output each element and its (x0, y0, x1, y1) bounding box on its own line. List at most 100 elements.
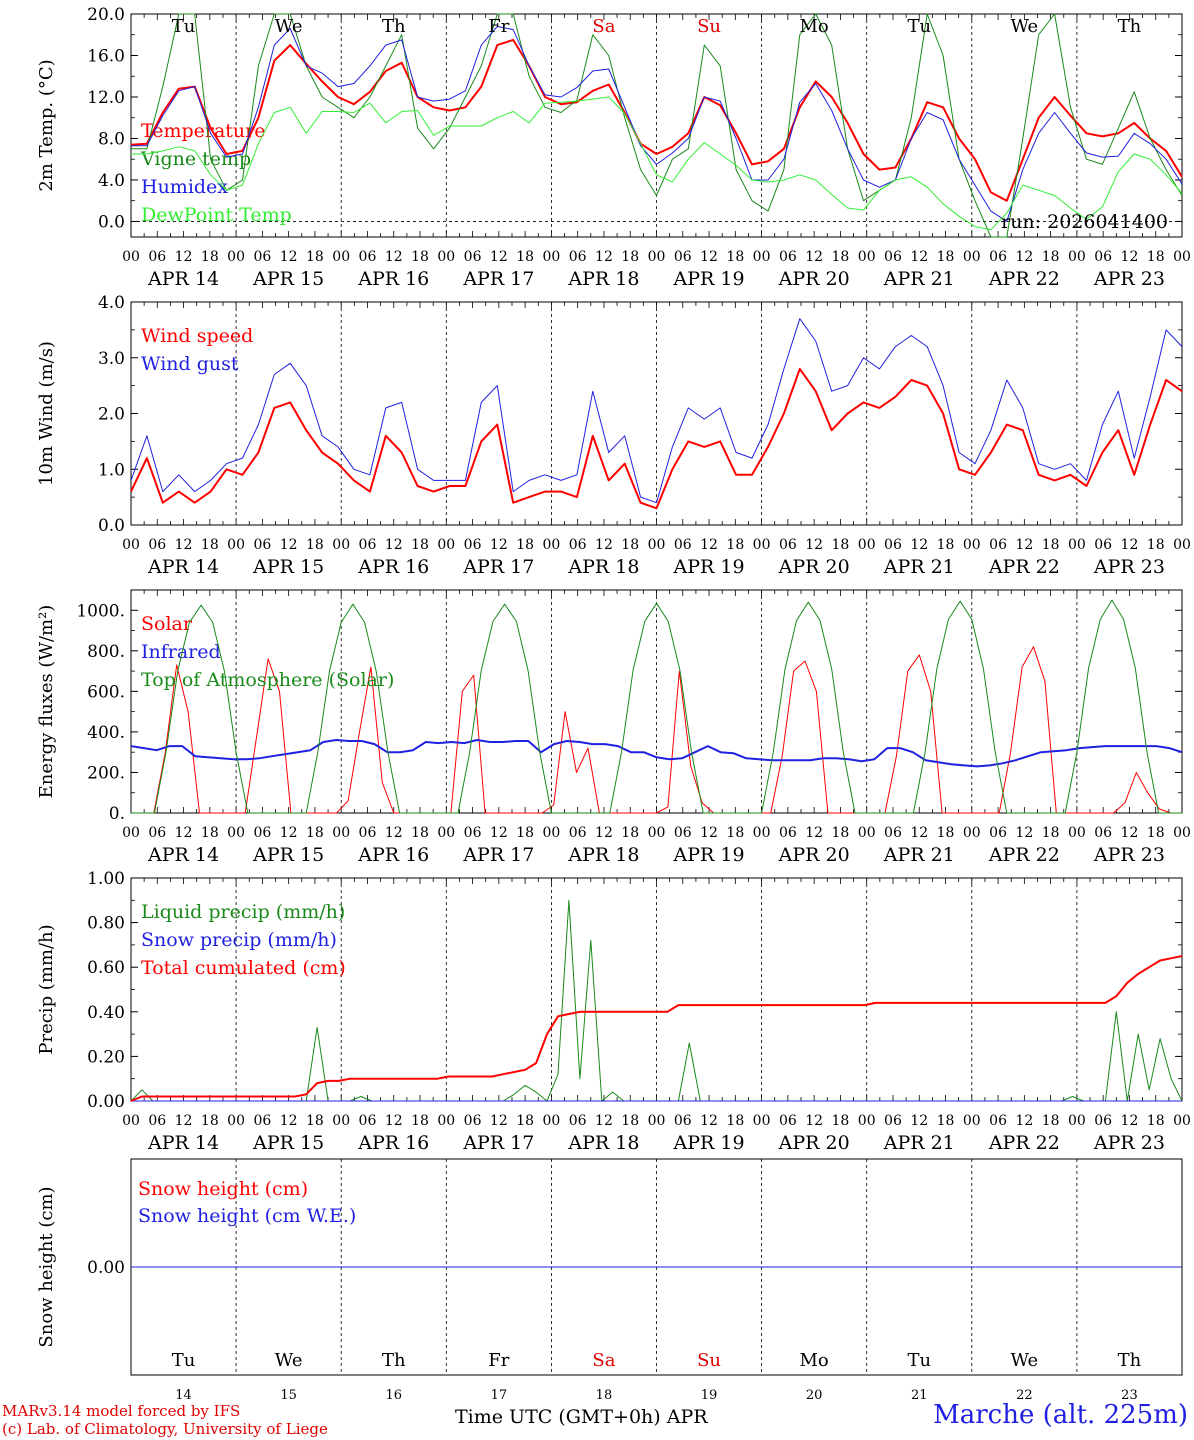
hour-label: 18 (726, 249, 744, 265)
series-line-energy-1 (130, 739, 1183, 768)
weekday-label-bottom: Mo (800, 1350, 829, 1371)
day-label: APR 17 (462, 268, 534, 290)
hour-label: 18 (516, 537, 534, 553)
day-label: APR 21 (883, 844, 955, 866)
hour-label: 06 (1094, 825, 1112, 841)
hour-label: 00 (542, 1113, 560, 1129)
weekday-label-bottom: Fr (488, 1350, 509, 1371)
hour-label: 18 (1147, 537, 1165, 553)
hour-label: 12 (1015, 1113, 1033, 1129)
hour-label: 12 (280, 537, 298, 553)
hour-label: 00 (437, 537, 455, 553)
hour-label: 00 (1173, 1113, 1191, 1129)
hour-label: 12 (385, 249, 403, 265)
hour-label: 06 (359, 825, 377, 841)
hour-label: 12 (280, 1113, 298, 1129)
hour-label: 00 (1173, 825, 1191, 841)
y-tick-label: 0.00 (87, 1258, 125, 1278)
hour-label: 12 (595, 825, 613, 841)
hour-label: 06 (569, 825, 587, 841)
legend-wind-1: Wind gust (141, 353, 239, 375)
hour-label: 00 (648, 249, 666, 265)
panel-energy: 0. 200. 400. 600. 800. 1000. Energy fluxes (W/… (36, 589, 1191, 866)
day-label: APR 19 (673, 1132, 745, 1154)
hour-label: 06 (464, 825, 482, 841)
series-line-precip-2 (130, 955, 1183, 1102)
weekday-label-bottom: Th (382, 1350, 406, 1371)
hour-label: 12 (805, 1113, 823, 1129)
weekday-label-top: We (275, 16, 303, 37)
y-tick-label: 0.20 (87, 1047, 125, 1067)
hour-label: 18 (621, 825, 639, 841)
day-label: APR 22 (988, 556, 1060, 578)
hour-label: 00 (753, 537, 771, 553)
hour-label: 06 (148, 537, 166, 553)
legend-precip-1: Snow precip (mm/h) (141, 929, 337, 951)
hour-label: 00 (437, 249, 455, 265)
legend-energy-1: Infrared (141, 641, 221, 663)
hour-label: 06 (989, 537, 1007, 553)
day-number-label: 18 (596, 1388, 613, 1403)
hour-label: 12 (1015, 537, 1033, 553)
day-label: APR 14 (147, 844, 219, 866)
hour-label: 12 (700, 537, 718, 553)
hour-label: 12 (490, 1113, 508, 1129)
hour-label: 00 (1173, 249, 1191, 265)
hour-label: 18 (937, 1113, 955, 1129)
weekday-label-top: Mo (800, 16, 829, 37)
y-tick-label: 16.0 (87, 46, 125, 66)
hour-label: 12 (490, 249, 508, 265)
y-tick-label: 8.0 (98, 129, 125, 149)
legend-temperature-1: Vigne temp (140, 148, 251, 170)
y-tick-label: 800. (87, 642, 125, 662)
day-number-label: 16 (385, 1388, 402, 1403)
hour-label: 00 (542, 537, 560, 553)
hour-label: 12 (1121, 249, 1139, 265)
hour-label: 18 (516, 825, 534, 841)
day-label: APR 20 (778, 268, 850, 290)
hour-label: 12 (1121, 537, 1139, 553)
hour-label: 18 (726, 825, 744, 841)
hour-label: 12 (700, 825, 718, 841)
hour-label: 06 (569, 537, 587, 553)
day-label: APR 23 (1093, 1132, 1165, 1154)
day-number-label: 23 (1121, 1388, 1138, 1403)
hour-label: 18 (201, 537, 219, 553)
day-label: APR 18 (567, 1132, 639, 1154)
y-axis-title: Energy fluxes (W/m²) (36, 605, 57, 799)
hour-label: 12 (595, 537, 613, 553)
hour-label: 00 (542, 249, 560, 265)
hour-label: 00 (122, 249, 140, 265)
hour-label: 12 (700, 249, 718, 265)
hour-label: 18 (832, 249, 850, 265)
legend-snow-1: Snow height (cm W.E.) (138, 1205, 356, 1227)
hour-label: 12 (910, 537, 928, 553)
hour-label: 18 (621, 537, 639, 553)
day-label: APR 18 (567, 268, 639, 290)
hour-label: 12 (175, 537, 193, 553)
hour-label: 18 (516, 249, 534, 265)
hour-label: 00 (858, 249, 876, 265)
hour-label: 18 (937, 537, 955, 553)
credit-line-2: (c) Lab. of Climatology, University of L… (2, 1420, 328, 1438)
day-label: APR 16 (357, 844, 429, 866)
hour-label: 00 (963, 825, 981, 841)
y-tick-label: 0.60 (87, 958, 125, 978)
hour-label: 12 (1121, 825, 1139, 841)
panel-snow: 0.00 Snow height (cm) Snow height (cm) Snow… (36, 1158, 1183, 1403)
hour-label: 18 (937, 249, 955, 265)
day-number-label: 15 (280, 1388, 297, 1403)
hour-label: 18 (1042, 537, 1060, 553)
day-label: APR 23 (1093, 268, 1165, 290)
hour-label: 00 (753, 249, 771, 265)
hour-label: 06 (884, 249, 902, 265)
day-label: APR 23 (1093, 556, 1165, 578)
y-tick-label: 0.0 (98, 212, 125, 232)
hour-label: 12 (805, 249, 823, 265)
hour-label: 06 (359, 537, 377, 553)
hour-label: 00 (858, 537, 876, 553)
legend-energy-0: Solar (141, 613, 193, 635)
x-axis-title: Time UTC (GMT+0h) APR (455, 1406, 708, 1428)
hour-label: 12 (1015, 825, 1033, 841)
hour-label: 00 (227, 537, 245, 553)
